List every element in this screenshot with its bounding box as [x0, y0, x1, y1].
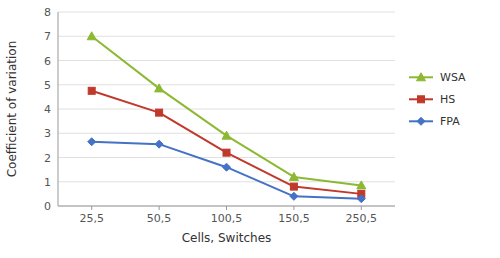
point-marker	[87, 32, 96, 40]
legend-item: WSA	[409, 71, 466, 84]
x-tick	[91, 206, 92, 210]
x-axis-label: Cells, Switches	[182, 231, 272, 245]
x-tick	[159, 206, 160, 210]
legend-label: HS	[440, 93, 455, 106]
x-tick-label: 50,5	[147, 212, 172, 225]
legend-marker	[417, 117, 425, 125]
point-marker	[357, 195, 365, 203]
point-marker	[290, 192, 298, 200]
legend: WSA HS FPA	[409, 71, 466, 128]
y-tick-label: 0	[44, 200, 51, 213]
chart: 0 1 2 3 4 5 6 7 8 25,5 50,5 100,5 150,5 250,5 Cells, S…	[0, 0, 500, 258]
point-marker	[222, 131, 231, 139]
legend-label: FPA	[440, 115, 460, 128]
y-tick-label: 6	[44, 55, 51, 68]
legend-marker	[417, 73, 426, 81]
point-marker	[223, 163, 231, 171]
point-marker	[88, 87, 95, 94]
x-tick-label: 250,5	[346, 212, 378, 225]
point-marker	[155, 140, 163, 148]
point-marker	[155, 84, 164, 92]
point-marker	[156, 109, 163, 116]
grid-line	[58, 84, 395, 85]
point-marker	[290, 183, 297, 190]
grid-line	[58, 12, 395, 13]
x-tick-label: 25,5	[79, 212, 104, 225]
y-tick-label: 4	[44, 103, 51, 116]
legend-item: HS	[409, 93, 455, 106]
point-marker	[357, 181, 366, 189]
y-axis-label: Coefficient of variation	[5, 41, 19, 178]
legend-item: FPA	[409, 115, 460, 128]
point-marker	[289, 172, 298, 180]
x-tick	[293, 206, 294, 210]
x-tick-label: 100,5	[211, 212, 243, 225]
grid-line	[58, 157, 395, 158]
legend-marker	[418, 96, 425, 103]
point-marker	[88, 138, 96, 146]
y-axis-line	[58, 12, 59, 206]
x-tick	[226, 206, 227, 210]
grid-line	[58, 60, 395, 61]
grid-line	[58, 109, 395, 110]
series	[88, 138, 366, 203]
grid-line	[58, 181, 395, 182]
y-tick-label: 8	[44, 6, 51, 19]
y-tick-label: 3	[44, 127, 51, 140]
grid	[58, 12, 395, 206]
series	[87, 32, 366, 189]
series-line	[92, 36, 362, 185]
y-tick-label: 2	[44, 152, 51, 165]
grid-line	[58, 36, 395, 37]
y-tick-label: 5	[44, 79, 51, 92]
series-group	[87, 32, 366, 203]
y-tick-label: 1	[44, 176, 51, 189]
legend-label: WSA	[440, 71, 466, 84]
point-marker	[223, 149, 230, 156]
x-tick-label: 150,5	[278, 212, 310, 225]
y-tick-label: 7	[44, 30, 51, 43]
series-line	[92, 142, 362, 199]
x-tick	[361, 206, 362, 210]
